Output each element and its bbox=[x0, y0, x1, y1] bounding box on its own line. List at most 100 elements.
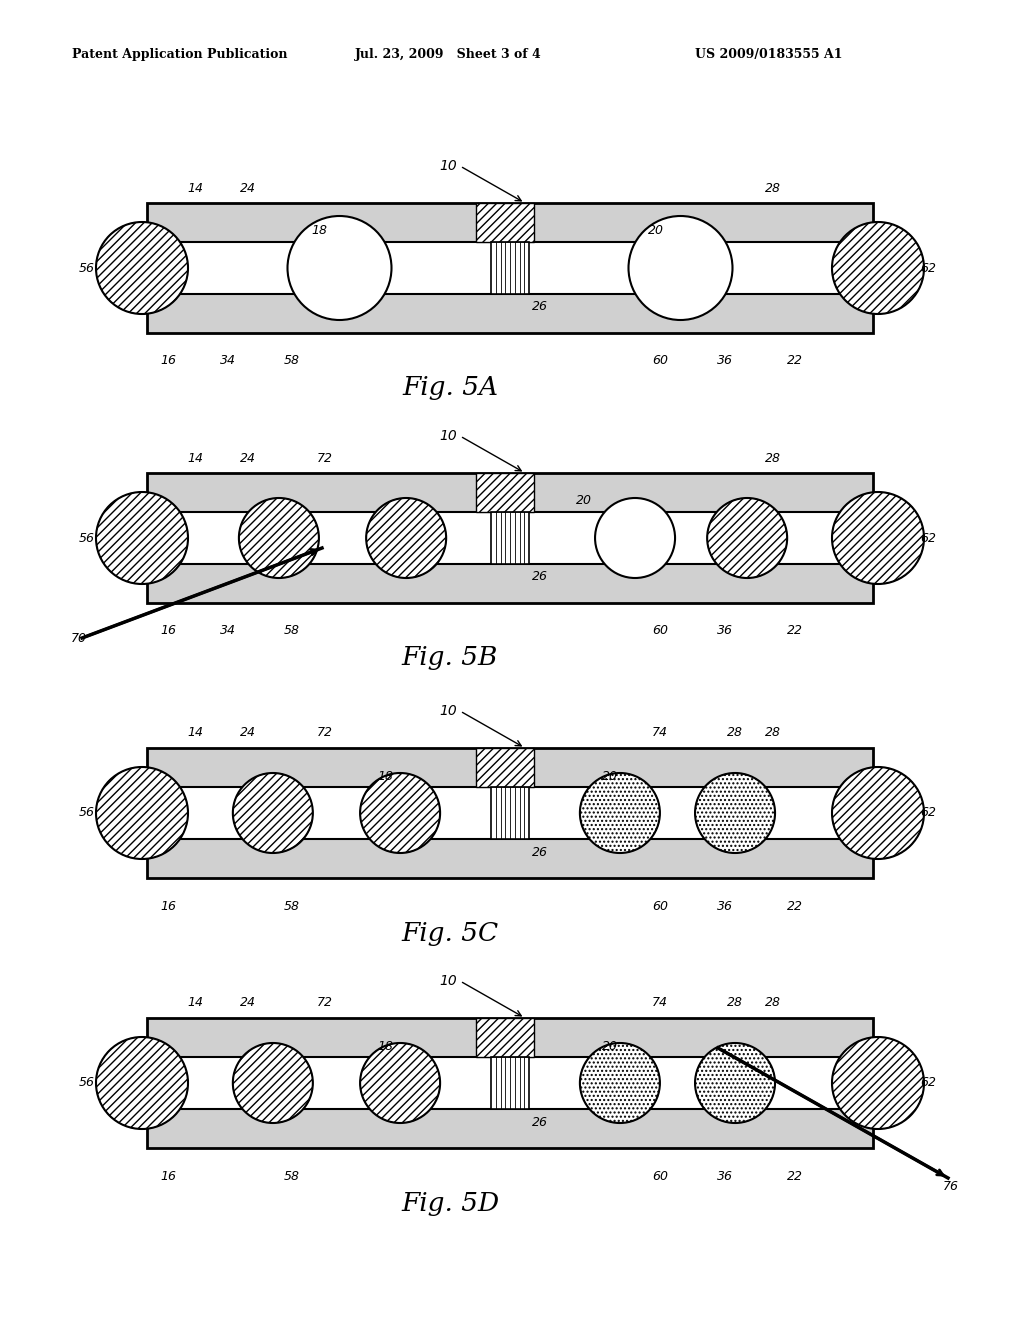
Circle shape bbox=[232, 774, 313, 853]
Text: 56: 56 bbox=[79, 807, 95, 820]
Text: 20: 20 bbox=[602, 1040, 617, 1052]
Text: 62: 62 bbox=[920, 1077, 936, 1089]
Text: 70: 70 bbox=[71, 631, 87, 644]
Text: 10: 10 bbox=[439, 974, 457, 987]
Bar bbox=[147, 203, 873, 333]
Text: 24: 24 bbox=[240, 451, 256, 465]
Text: 24: 24 bbox=[240, 726, 256, 739]
Text: 56: 56 bbox=[79, 1077, 95, 1089]
Bar bbox=[147, 1057, 873, 1109]
Text: Fig. 5C: Fig. 5C bbox=[401, 920, 499, 945]
Circle shape bbox=[695, 1043, 775, 1123]
Text: 20: 20 bbox=[575, 495, 592, 507]
Circle shape bbox=[360, 1043, 440, 1123]
Text: 58: 58 bbox=[284, 899, 300, 912]
Text: 22: 22 bbox=[787, 355, 803, 367]
Text: 28: 28 bbox=[727, 726, 743, 739]
Text: 16: 16 bbox=[160, 1170, 176, 1183]
Circle shape bbox=[831, 1038, 924, 1129]
Polygon shape bbox=[476, 473, 534, 512]
Circle shape bbox=[96, 1038, 188, 1129]
Text: 14: 14 bbox=[187, 997, 203, 1010]
Text: 28: 28 bbox=[765, 451, 781, 465]
Circle shape bbox=[708, 498, 787, 578]
Text: Fig. 5A: Fig. 5A bbox=[402, 375, 498, 400]
Text: 74: 74 bbox=[652, 726, 668, 739]
Text: 34: 34 bbox=[220, 355, 236, 367]
Circle shape bbox=[580, 774, 659, 853]
Circle shape bbox=[367, 498, 446, 578]
Text: 36: 36 bbox=[717, 624, 733, 638]
Text: 58: 58 bbox=[284, 355, 300, 367]
Text: 24: 24 bbox=[240, 181, 256, 194]
Circle shape bbox=[96, 222, 188, 314]
Text: 26: 26 bbox=[532, 301, 548, 314]
Circle shape bbox=[232, 1043, 313, 1123]
Text: 26: 26 bbox=[532, 846, 548, 858]
Bar bbox=[147, 473, 873, 603]
Text: 34: 34 bbox=[220, 624, 236, 638]
Text: 28: 28 bbox=[765, 726, 781, 739]
Circle shape bbox=[831, 222, 924, 314]
Text: 14: 14 bbox=[187, 451, 203, 465]
Text: 22: 22 bbox=[787, 899, 803, 912]
Text: 58: 58 bbox=[284, 1170, 300, 1183]
Bar bbox=[490, 242, 529, 294]
Text: 18: 18 bbox=[377, 1040, 393, 1052]
Circle shape bbox=[360, 774, 440, 853]
Text: 10: 10 bbox=[439, 704, 457, 718]
Text: 36: 36 bbox=[717, 899, 733, 912]
Text: 14: 14 bbox=[187, 726, 203, 739]
Text: 16: 16 bbox=[160, 899, 176, 912]
Text: 18: 18 bbox=[377, 770, 393, 783]
Text: 56: 56 bbox=[79, 261, 95, 275]
Bar bbox=[490, 787, 529, 840]
Text: 72: 72 bbox=[317, 997, 333, 1010]
Text: 58: 58 bbox=[284, 624, 300, 638]
Text: 62: 62 bbox=[920, 532, 936, 544]
Text: 28: 28 bbox=[727, 997, 743, 1010]
Text: 28: 28 bbox=[765, 997, 781, 1010]
Text: 62: 62 bbox=[920, 807, 936, 820]
Circle shape bbox=[831, 767, 924, 859]
Text: 24: 24 bbox=[240, 997, 256, 1010]
Polygon shape bbox=[476, 203, 534, 242]
Text: 14: 14 bbox=[187, 181, 203, 194]
Text: US 2009/0183555 A1: US 2009/0183555 A1 bbox=[695, 48, 843, 61]
Text: 36: 36 bbox=[717, 1170, 733, 1183]
Bar bbox=[147, 512, 873, 564]
Text: 22: 22 bbox=[787, 624, 803, 638]
Text: 62: 62 bbox=[920, 261, 936, 275]
Text: 60: 60 bbox=[652, 355, 668, 367]
Text: 28: 28 bbox=[765, 181, 781, 194]
Bar bbox=[490, 1057, 529, 1109]
Circle shape bbox=[96, 492, 188, 583]
Text: Patent Application Publication: Patent Application Publication bbox=[72, 48, 288, 61]
Circle shape bbox=[239, 498, 318, 578]
Text: 18: 18 bbox=[311, 224, 328, 238]
Circle shape bbox=[831, 492, 924, 583]
Text: 16: 16 bbox=[160, 355, 176, 367]
Text: 36: 36 bbox=[717, 355, 733, 367]
Text: 60: 60 bbox=[652, 624, 668, 638]
Text: 10: 10 bbox=[439, 429, 457, 444]
Text: 56: 56 bbox=[79, 532, 95, 544]
Circle shape bbox=[629, 216, 732, 319]
Text: 60: 60 bbox=[652, 1170, 668, 1183]
Circle shape bbox=[695, 774, 775, 853]
Circle shape bbox=[96, 767, 188, 859]
Text: 74: 74 bbox=[652, 997, 668, 1010]
Text: 10: 10 bbox=[439, 158, 457, 173]
Text: 76: 76 bbox=[943, 1180, 959, 1192]
Bar bbox=[147, 787, 873, 840]
Text: 26: 26 bbox=[532, 570, 548, 583]
Text: 26: 26 bbox=[532, 1115, 548, 1129]
Text: Jul. 23, 2009   Sheet 3 of 4: Jul. 23, 2009 Sheet 3 of 4 bbox=[355, 48, 542, 61]
Text: Fig. 5D: Fig. 5D bbox=[401, 1191, 499, 1216]
Text: 60: 60 bbox=[652, 899, 668, 912]
Bar bbox=[147, 1018, 873, 1148]
Text: 22: 22 bbox=[787, 1170, 803, 1183]
Text: 20: 20 bbox=[647, 224, 664, 238]
Text: 72: 72 bbox=[317, 726, 333, 739]
Text: 72: 72 bbox=[317, 451, 333, 465]
